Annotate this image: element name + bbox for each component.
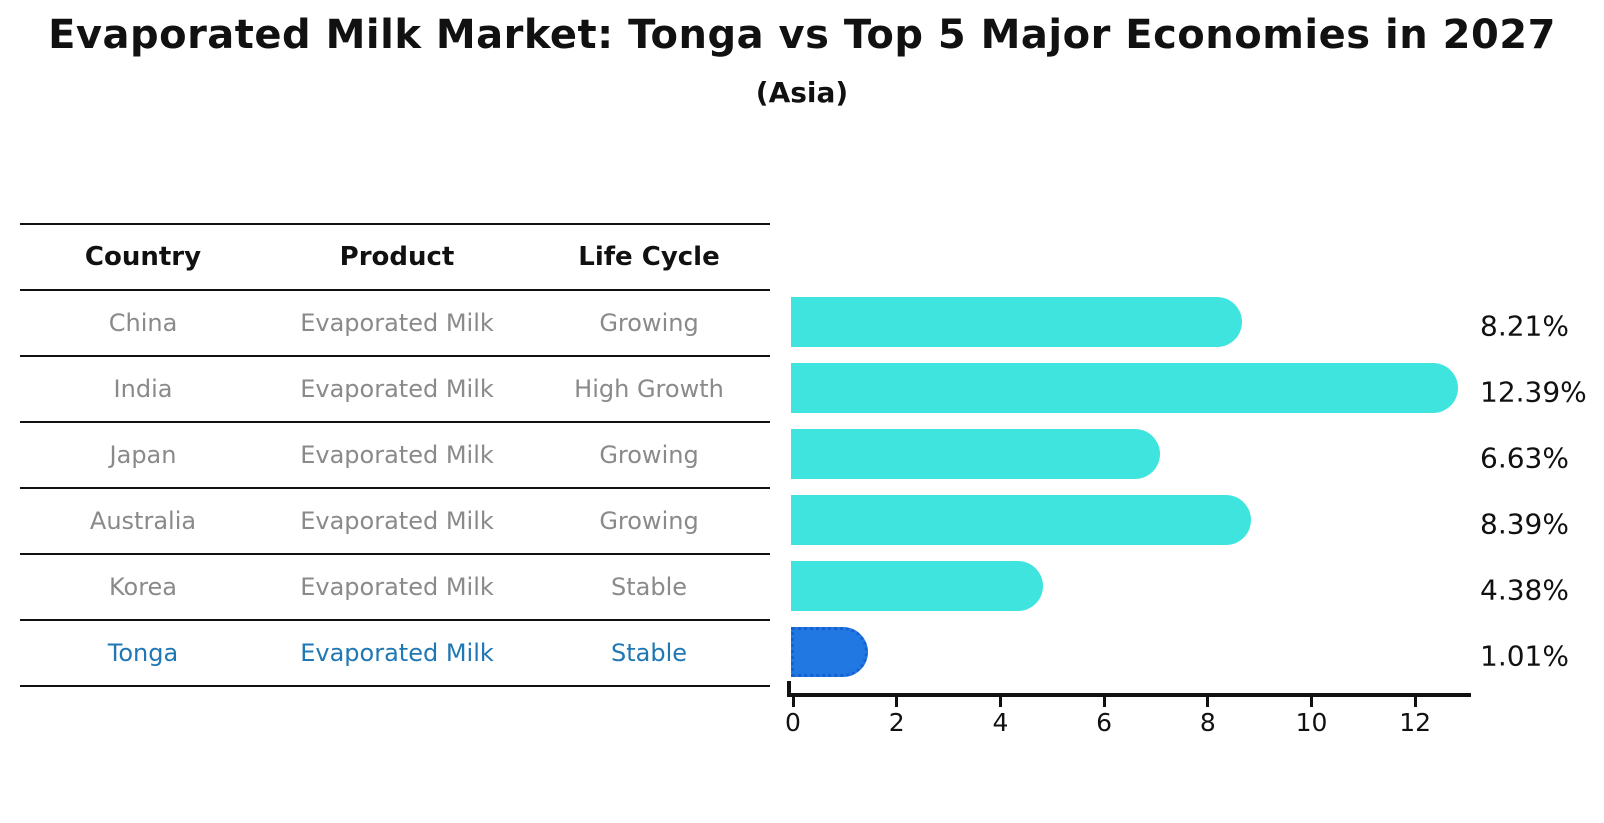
column-header-country: Country	[84, 242, 202, 272]
table-cell-country: Tonga	[107, 639, 179, 667]
table-cell-life-cycle: High Growth	[574, 375, 724, 403]
table-cell-country: India	[113, 375, 173, 403]
country-info-table: Country Product Life Cycle China Evaporat…	[20, 223, 770, 687]
table-cell-country: Australia	[89, 507, 197, 535]
table-row: Japan Evaporated Milk Growing	[20, 423, 770, 489]
value-label-tonga: 1.01%	[1480, 639, 1569, 673]
bar-tonga	[791, 627, 869, 677]
table-cell-life-cycle: Growing	[599, 441, 699, 469]
x-axis-line	[787, 693, 1471, 697]
bar-korea	[791, 561, 1044, 611]
value-label-china: 8.21%	[1480, 309, 1569, 343]
value-label-india: 12.39%	[1480, 375, 1587, 409]
table-row: Korea Evaporated Milk Stable	[20, 555, 770, 621]
chart-subtitle: (Asia)	[755, 76, 849, 109]
bar-japan	[791, 429, 1160, 479]
table-cell-life-cycle: Stable	[610, 573, 688, 601]
x-tick-label: 4	[992, 708, 1009, 737]
table-header-row: Country Product Life Cycle	[20, 223, 770, 291]
x-tick-label: 12	[1399, 708, 1432, 737]
x-axis-origin-stub	[787, 681, 791, 695]
table-row: India Evaporated Milk High Growth	[20, 357, 770, 423]
table-cell-life-cycle: Growing	[599, 507, 699, 535]
x-tick-label: 10	[1295, 708, 1328, 737]
table-row: Tonga Evaporated Milk Stable	[20, 621, 770, 687]
column-header-product: Product	[339, 242, 455, 272]
x-tick-mark	[1206, 697, 1210, 707]
table-cell-country: Korea	[108, 573, 178, 601]
table-cell-life-cycle: Growing	[599, 309, 699, 337]
bar-india	[791, 363, 1459, 413]
table-cell-product: Evaporated Milk	[300, 441, 494, 469]
x-tick-label: 0	[785, 708, 801, 737]
bar-australia	[791, 495, 1252, 545]
x-tick-mark	[1102, 697, 1106, 707]
table-cell-product: Evaporated Milk	[300, 375, 494, 403]
value-label-korea: 4.38%	[1480, 573, 1569, 607]
value-label-japan: 6.63%	[1480, 441, 1569, 475]
x-tick-mark	[998, 697, 1002, 707]
x-tick-label: 8	[1199, 708, 1216, 737]
table-row: China Evaporated Milk Growing	[20, 291, 770, 357]
value-label-australia: 8.39%	[1480, 507, 1569, 541]
chart-title: Evaporated Milk Market: Tonga vs Top 5 M…	[48, 12, 1556, 58]
table-body: China Evaporated Milk Growing India Evaporat…	[20, 291, 770, 687]
x-tick-label: 2	[888, 708, 905, 737]
table-cell-product: Evaporated Milk	[300, 639, 494, 667]
table-cell-product: Evaporated Milk	[300, 507, 494, 535]
table-row: Australia Evaporated Milk Growing	[20, 489, 770, 555]
column-header-life-cycle: Life Cycle	[578, 242, 720, 272]
table-cell-product: Evaporated Milk	[300, 573, 494, 601]
bar-china	[791, 297, 1242, 347]
table-cell-product: Evaporated Milk	[300, 309, 494, 337]
x-tick-mark	[1310, 697, 1313, 707]
x-tick-mark	[1413, 697, 1417, 707]
x-tick-label: 6	[1096, 708, 1113, 737]
table-cell-life-cycle: Stable	[610, 639, 688, 667]
table-cell-country: China	[108, 309, 178, 337]
x-tick-mark	[895, 697, 899, 707]
x-tick-mark	[791, 697, 795, 707]
table-cell-country: Japan	[109, 441, 177, 469]
